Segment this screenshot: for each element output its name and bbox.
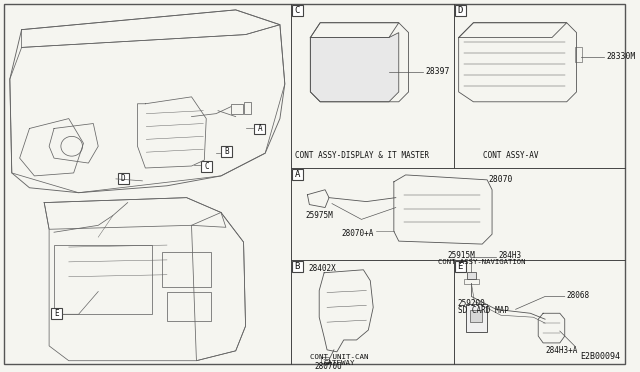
Text: A: A [294, 170, 300, 179]
Text: 28402X: 28402X [308, 264, 336, 273]
Text: CONT ASSY-AV: CONT ASSY-AV [483, 151, 539, 160]
Text: SD CARD MAP: SD CARD MAP [458, 307, 509, 315]
Text: D: D [458, 6, 463, 15]
Bar [231, 104, 243, 113]
Bar [463, 279, 479, 283]
Bar [455, 261, 465, 272]
Text: E: E [54, 309, 59, 318]
Text: 28330M: 28330M [606, 52, 636, 61]
Bar [292, 5, 303, 16]
Text: 284H3: 284H3 [498, 251, 521, 260]
Text: CONT ASSY-NAVIGATION: CONT ASSY-NAVIGATION [438, 259, 525, 265]
Text: B: B [224, 147, 228, 156]
Bar [254, 124, 265, 134]
Bar [455, 5, 465, 16]
Text: 259200: 259200 [458, 299, 485, 308]
Bar [244, 102, 252, 113]
Bar [54, 245, 152, 314]
Bar [292, 169, 303, 180]
Text: CONT ASSY-DISPLAY & IT MASTER: CONT ASSY-DISPLAY & IT MASTER [294, 151, 429, 160]
Polygon shape [310, 33, 399, 102]
Text: A: A [257, 125, 262, 134]
Text: 28070: 28070 [488, 175, 513, 184]
Bar [575, 48, 582, 62]
Text: 28070U: 28070U [314, 362, 342, 371]
Text: 284H3+A: 284H3+A [545, 346, 577, 355]
Text: 25915M: 25915M [448, 251, 476, 260]
Bar [470, 310, 482, 322]
Bar [167, 292, 211, 321]
Text: 28070+A: 28070+A [342, 229, 374, 238]
Text: E2B00094: E2B00094 [580, 352, 621, 361]
Text: B: B [294, 262, 300, 271]
Bar [465, 304, 487, 332]
Text: C: C [294, 6, 300, 15]
Bar [221, 146, 232, 157]
Text: 25975M: 25975M [305, 211, 333, 221]
Text: CONT UNIT-CAN: CONT UNIT-CAN [310, 354, 369, 360]
Text: C: C [204, 162, 209, 171]
Text: D: D [121, 174, 125, 183]
Bar [467, 272, 476, 279]
Text: GATEWAY: GATEWAY [324, 360, 356, 366]
Bar [118, 173, 129, 184]
Text: 28397: 28397 [425, 67, 450, 76]
Bar [321, 357, 329, 363]
Bar [51, 308, 62, 319]
Text: 28068: 28068 [566, 291, 590, 300]
Bar [202, 161, 212, 172]
Text: E: E [458, 262, 463, 271]
Bar [292, 261, 303, 272]
Bar [162, 252, 211, 286]
